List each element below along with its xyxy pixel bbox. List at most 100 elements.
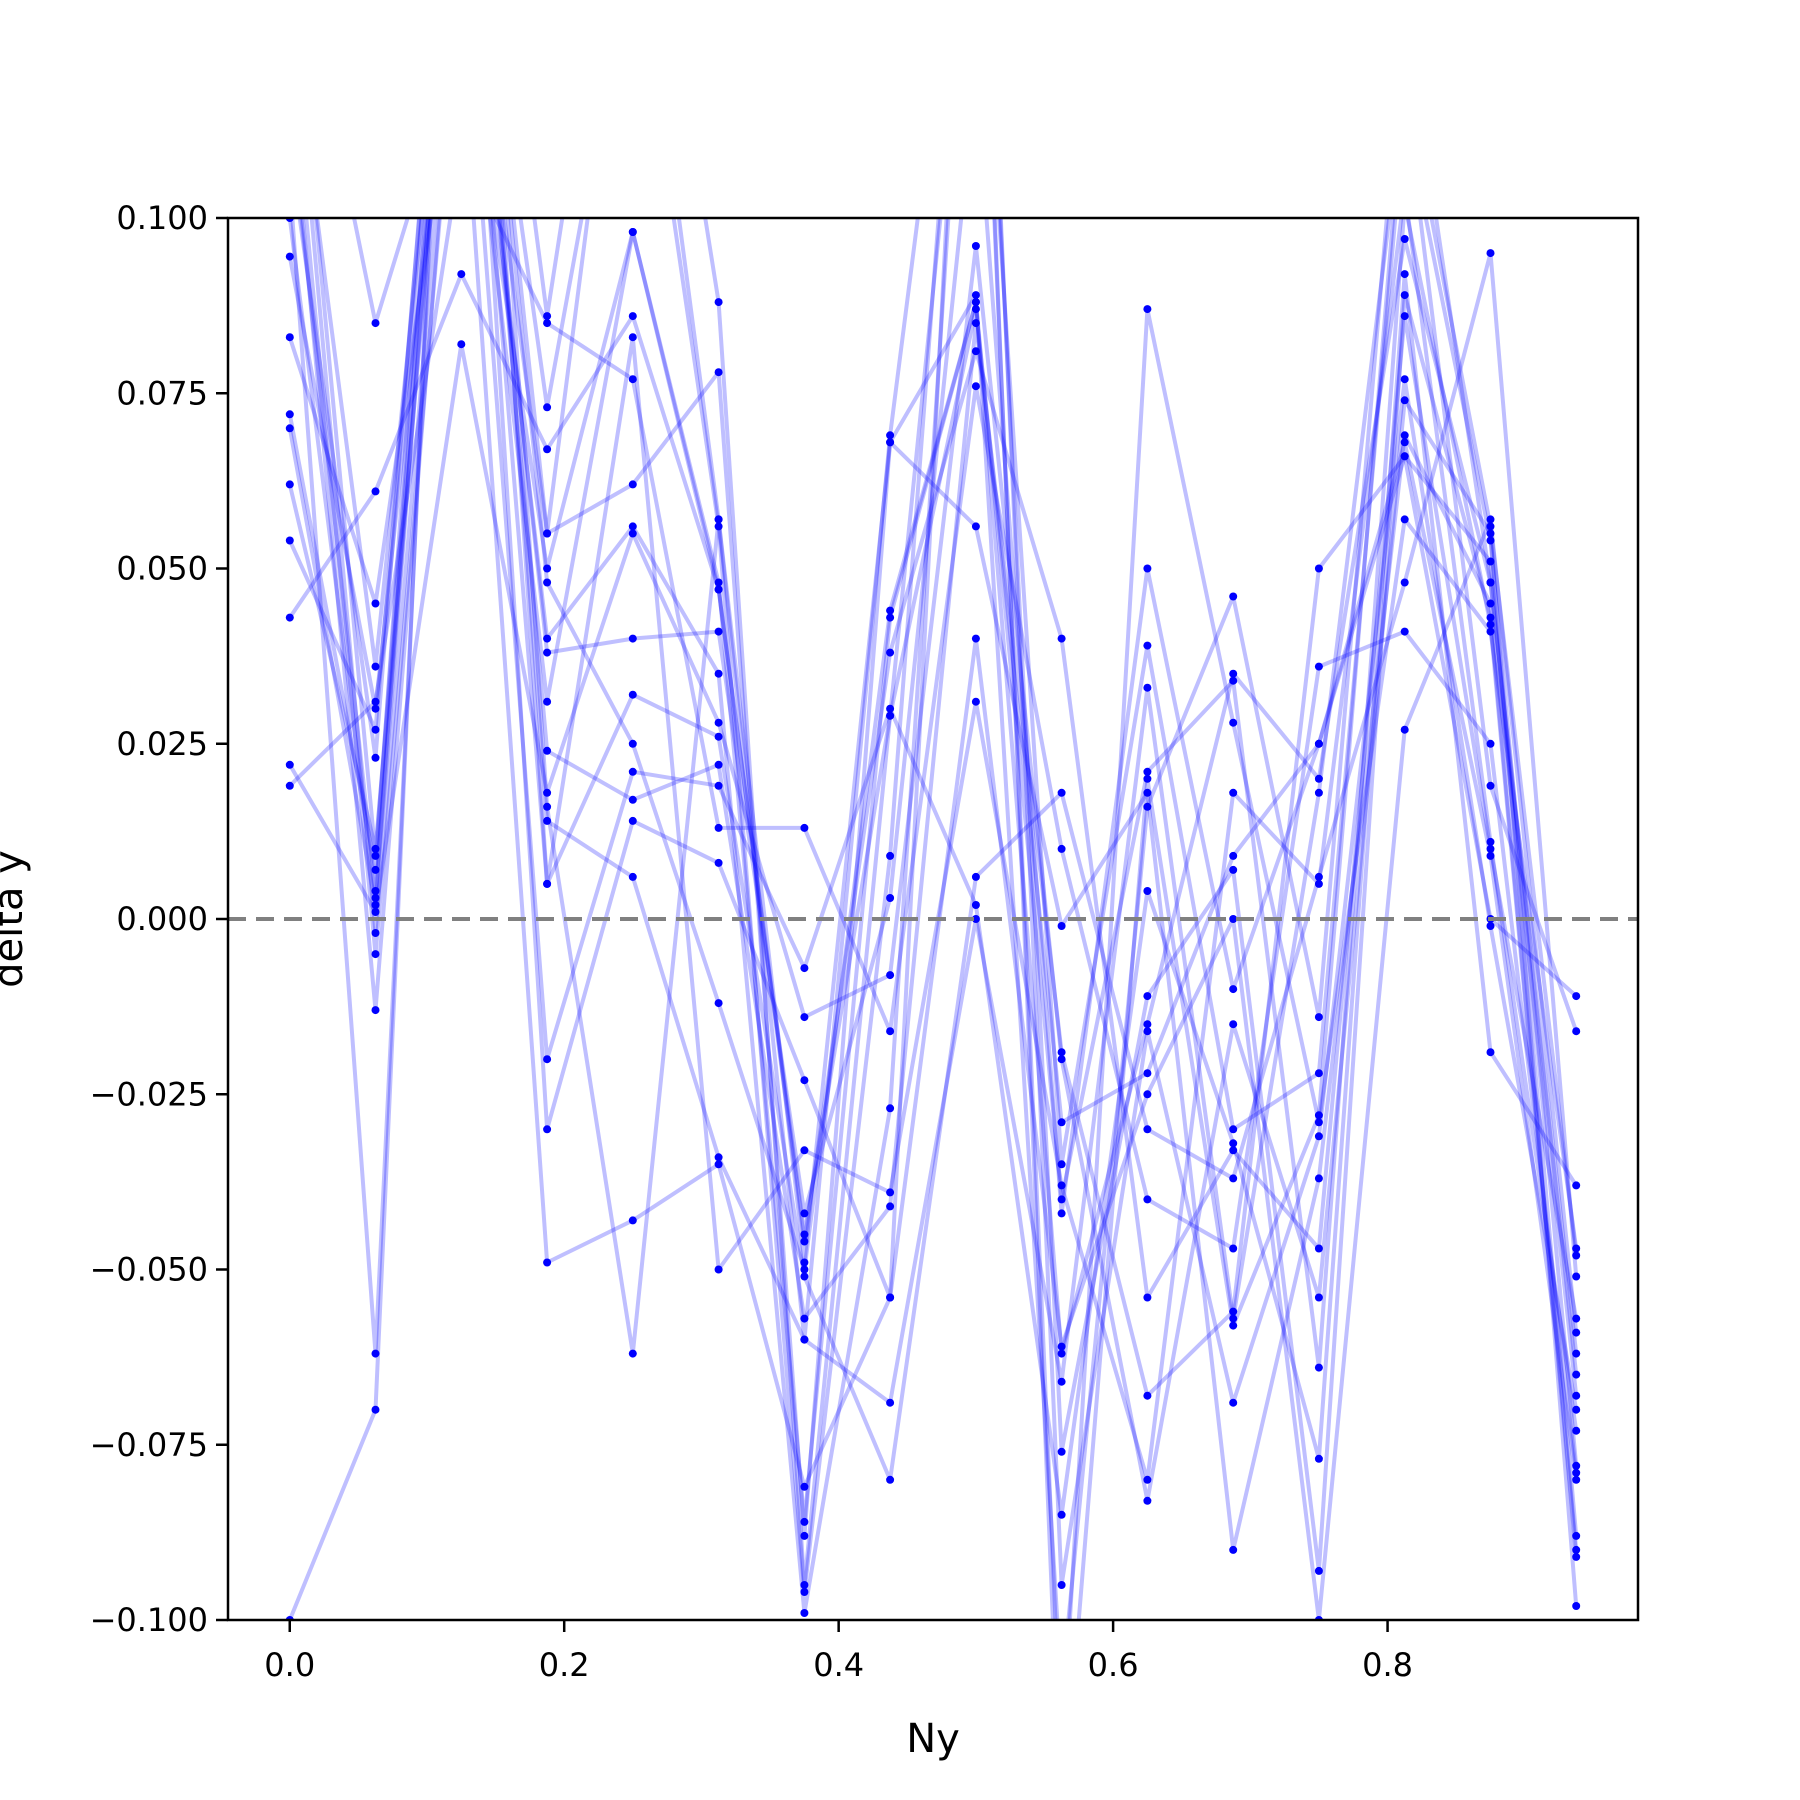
x-tick-label: 0.8 [1362,1646,1413,1684]
data-point [714,368,723,377]
data-point [714,999,723,1008]
x-tick-label: 0.2 [539,1646,590,1684]
data-point [1400,312,1409,321]
data-point [628,739,637,748]
y-axis-title: delta y [0,850,32,988]
series-line [288,244,1579,1607]
data-point [1143,767,1152,776]
data-point [1400,396,1409,405]
data-point [800,1272,809,1281]
data-point [1572,1349,1581,1358]
series-line [287,218,1579,1594]
data-point [800,1209,809,1218]
series-line [313,218,1579,1620]
data-point [886,606,895,615]
data-point [971,305,980,314]
data-point [543,312,552,321]
data-point [1572,1545,1581,1554]
data-point [1229,1314,1238,1323]
series-line [287,218,1579,1537]
data-point [971,901,980,909]
data-point [886,711,895,720]
data-point [800,1265,809,1274]
data-point [800,1230,809,1239]
data-point [1486,536,1495,545]
y-tick-label: 0.025 [116,725,208,763]
data-point [714,1265,723,1274]
data-point [886,1027,895,1036]
data-point [714,298,723,307]
y-tick-label: 0.100 [116,199,208,237]
data-point [886,1398,895,1407]
data-point [1057,1377,1066,1386]
series-lines [287,218,1579,1620]
data-point [1486,578,1495,587]
data-point [1572,1027,1581,1036]
data-point [1486,627,1495,636]
data-point [1314,1454,1323,1463]
data-point [886,704,895,713]
series-line [287,218,1579,1587]
data-point [628,480,637,489]
data-point [1143,1293,1152,1302]
data-point [1229,1125,1238,1134]
data-point [371,1006,380,1015]
data-point [1486,249,1495,258]
data-point [1400,725,1409,734]
data-point [371,319,380,328]
series-line [290,218,1579,1482]
data-point [371,697,380,706]
data-point [1057,1447,1066,1456]
data-point [800,964,809,973]
data-point [543,1055,552,1064]
data-point [1400,431,1409,440]
y-tick-label: −0.050 [90,1251,208,1289]
data-point [1057,1055,1066,1064]
series-points [285,218,1581,1620]
data-point [971,872,980,881]
data-point [1314,774,1323,783]
data-point [1229,1244,1238,1253]
data-point [371,908,380,916]
data-point [1143,802,1152,811]
data-point [1314,1174,1323,1183]
data-point [714,1160,723,1169]
data-point [1486,522,1495,531]
data-point [1143,788,1152,797]
data-point [1143,774,1152,783]
data-point [1229,985,1238,994]
data-point [1572,1244,1581,1253]
data-point [1400,515,1409,524]
data-point [886,894,895,902]
data-point [1486,922,1495,930]
data-point [1572,992,1581,1001]
data-point [1486,529,1495,538]
data-point [543,879,552,888]
data-point [1314,1363,1323,1372]
data-point [1400,627,1409,636]
data-point [714,732,723,741]
data-point [1229,1321,1238,1330]
data-point [1314,564,1323,573]
data-point [714,627,723,636]
data-point [543,1258,552,1267]
series-line [287,218,1579,1620]
data-point [543,1125,552,1134]
data-point [1314,1244,1323,1253]
data-point [543,816,552,825]
data-point [1229,915,1238,923]
data-point [800,1146,809,1155]
data-point [800,1258,809,1267]
data-point [714,718,723,727]
data-point [1486,620,1495,629]
data-point [457,270,466,279]
data-point [1143,1020,1152,1029]
data-point [628,816,637,825]
data-point [1314,1111,1323,1120]
data-point [714,760,723,769]
data-point [543,529,552,538]
data-point [1143,1125,1152,1134]
data-point [800,1517,809,1526]
data-point [371,599,380,608]
y-tick-label: 0.050 [116,550,208,588]
